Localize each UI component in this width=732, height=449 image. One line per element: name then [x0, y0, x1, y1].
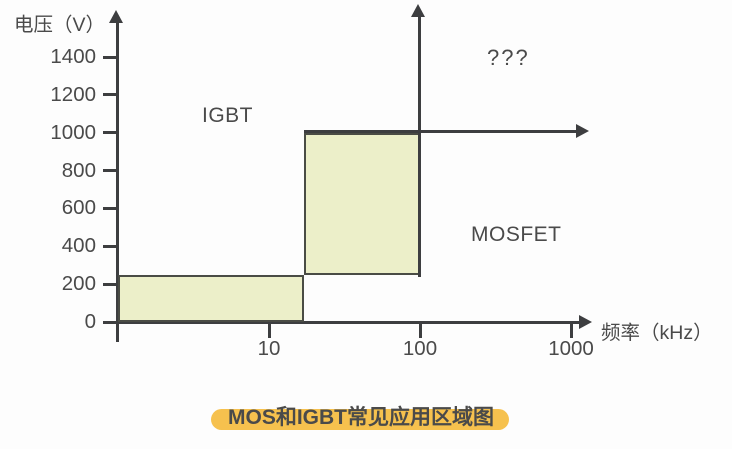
x-tick-label: 1000: [548, 337, 594, 360]
horizontal-reference-arrow-line: [304, 130, 580, 133]
y-tick-mark: [103, 169, 118, 173]
y-tick-label: 0: [84, 310, 96, 333]
y-tick-mark: [103, 55, 118, 59]
y-tick-label: 1200: [50, 82, 96, 106]
x-tick-mark: [418, 323, 422, 338]
application-region: [118, 274, 304, 322]
y-tick-label: 1000: [50, 120, 96, 144]
vertical-reference-arrowhead-icon: [411, 4, 425, 17]
x-tick-mark: [267, 323, 271, 338]
horizontal-reference-arrowhead-icon: [576, 124, 589, 138]
application-region: [303, 132, 420, 275]
caption-highlight-bar: [211, 409, 509, 430]
y-tick-label: 200: [61, 272, 96, 296]
mosfet-region-label: MOSFET: [471, 223, 562, 246]
y-tick-mark: [103, 131, 118, 135]
x-tick-label: 100: [402, 337, 438, 360]
y-tick-mark: [103, 206, 118, 210]
y-tick-label: 800: [61, 158, 96, 182]
caption-text: MOS和IGBT常见应用区域图: [228, 406, 494, 429]
y-tick-mark: [103, 244, 118, 248]
x-axis-arrowhead-icon: [579, 315, 592, 329]
x-axis-line: [103, 321, 585, 324]
question-marks-label: ???: [487, 45, 530, 70]
y-tick-label: 600: [61, 196, 96, 220]
y-axis-line: [116, 20, 119, 342]
figure-caption: MOS和IGBT常见应用区域图: [201, 398, 521, 434]
x-axis-title: 频率（kHz）: [601, 322, 713, 344]
y-tick-mark: [103, 93, 118, 97]
x-tick-label: 10: [257, 337, 281, 360]
y-tick-label: 400: [61, 234, 96, 258]
y-tick-mark: [103, 320, 118, 324]
y-axis-title: 电压（V）: [14, 14, 106, 36]
igbt-region-label: IGBT: [202, 104, 254, 127]
x-tick-mark: [569, 323, 573, 338]
vertical-reference-arrow-line: [418, 14, 421, 277]
y-tick-label: 1400: [50, 45, 96, 68]
y-axis-arrowhead-icon: [109, 10, 123, 23]
y-tick-mark: [103, 282, 118, 286]
